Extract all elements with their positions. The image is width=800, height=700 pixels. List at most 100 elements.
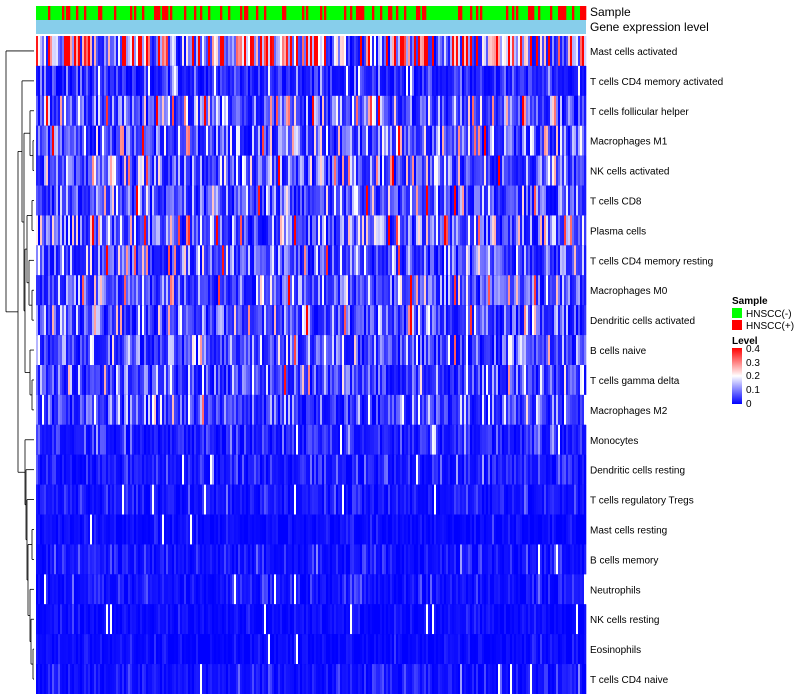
heatmap-cell [422,125,425,156]
heatmap-cell [236,215,239,246]
heatmap-cell [198,305,201,336]
heatmap-cell [386,305,389,336]
heatmap-cell [258,514,261,545]
heatmap-cell [148,275,151,306]
heatmap-cell [280,185,283,216]
heatmap-cell [464,305,467,336]
heatmap-cell [96,305,99,336]
heatmap-cell [152,215,155,246]
heatmap-cell [294,305,297,336]
heatmap-cell [436,215,439,246]
heatmap-cell [384,215,387,246]
heatmap-cell [534,245,537,276]
heatmap-cell [204,514,207,545]
heatmap-cell [100,454,103,485]
heatmap-cell [148,335,151,365]
heatmap-cell [278,424,281,455]
heatmap-cell [344,394,347,425]
heatmap-cell [282,305,285,336]
heatmap-cell [138,155,141,186]
heatmap-cell [410,36,413,66]
heatmap-cell [416,275,419,306]
heatmap-cell [520,65,523,96]
heatmap-cell [260,215,263,246]
heatmap-cell [148,394,151,425]
heatmap-cell [196,185,199,216]
heatmap-cell [442,125,445,156]
heatmap-cell [532,454,535,485]
heatmap-cell [390,514,393,545]
heatmap-cell [174,484,177,515]
heatmap-cell [88,454,91,485]
heatmap-cell [98,394,101,425]
heatmap-cell [538,305,541,336]
heatmap-cell [244,394,247,425]
heatmap-cell [490,305,493,336]
heatmap-cell [126,544,129,575]
sample-cell [480,6,483,20]
heatmap-cell [156,275,159,306]
heatmap-cell [466,275,469,306]
heatmap-cell [240,424,243,455]
heatmap-cell [412,454,415,485]
heatmap-cell [444,95,447,126]
heatmap-cell [176,394,179,425]
heatmap-cell [262,454,265,485]
heatmap-cell [400,245,403,276]
heatmap-cell [94,424,97,455]
heatmap-cell [140,335,143,365]
heatmap-cell [62,215,65,246]
heatmap-cell [578,335,581,365]
heatmap-cell [44,275,47,306]
heatmap-cell [42,544,45,575]
heatmap-cell [426,36,429,66]
heatmap-cell [360,335,363,365]
heatmap-cell [156,335,159,365]
heatmap-cell [136,335,139,365]
heatmap-cell [198,215,201,246]
heatmap-cell [474,245,477,276]
heatmap-cell [320,544,323,575]
heatmap-cell [318,484,321,515]
heatmap-cell [416,95,419,126]
heatmap-cell [218,305,221,336]
heatmap-cell [180,215,183,246]
heatmap-cell [548,424,551,455]
heatmap-cell [76,484,79,515]
heatmap-cell [286,544,289,575]
heatmap-cell [556,514,559,545]
heatmap-cell [262,215,265,246]
heatmap-cell [536,424,539,455]
heatmap-cell [574,305,577,336]
heatmap-cell [378,95,381,126]
heatmap-cell [92,245,95,276]
heatmap-cell [488,95,491,126]
heatmap-cell [386,125,389,156]
heatmap-cell [74,394,77,425]
heatmap-cell [440,305,443,336]
heatmap-cell [138,424,141,455]
heatmap-cell [534,65,537,96]
heatmap-cell [576,335,579,365]
heatmap-cell [582,125,585,156]
heatmap-cell [162,65,165,96]
heatmap-cell [434,335,437,365]
heatmap-cell [160,155,163,186]
heatmap-cell [166,215,169,246]
heatmap-cell [366,394,369,425]
heatmap-cell [430,245,433,276]
heatmap-cell [70,394,73,425]
heatmap-cell [374,424,377,455]
heatmap-cell [134,275,137,306]
heatmap-cell [542,484,545,515]
heatmap-cell [332,365,335,395]
sample-annotation-track [36,6,587,20]
heatmap-cell [216,484,219,515]
heatmap-cell [400,215,403,246]
heatmap-cell [142,305,145,336]
heatmap-cell [370,245,373,276]
heatmap-cell [148,185,151,216]
heatmap-cell [230,215,233,246]
heatmap-cell [352,305,355,336]
heatmap-cell [132,245,135,276]
